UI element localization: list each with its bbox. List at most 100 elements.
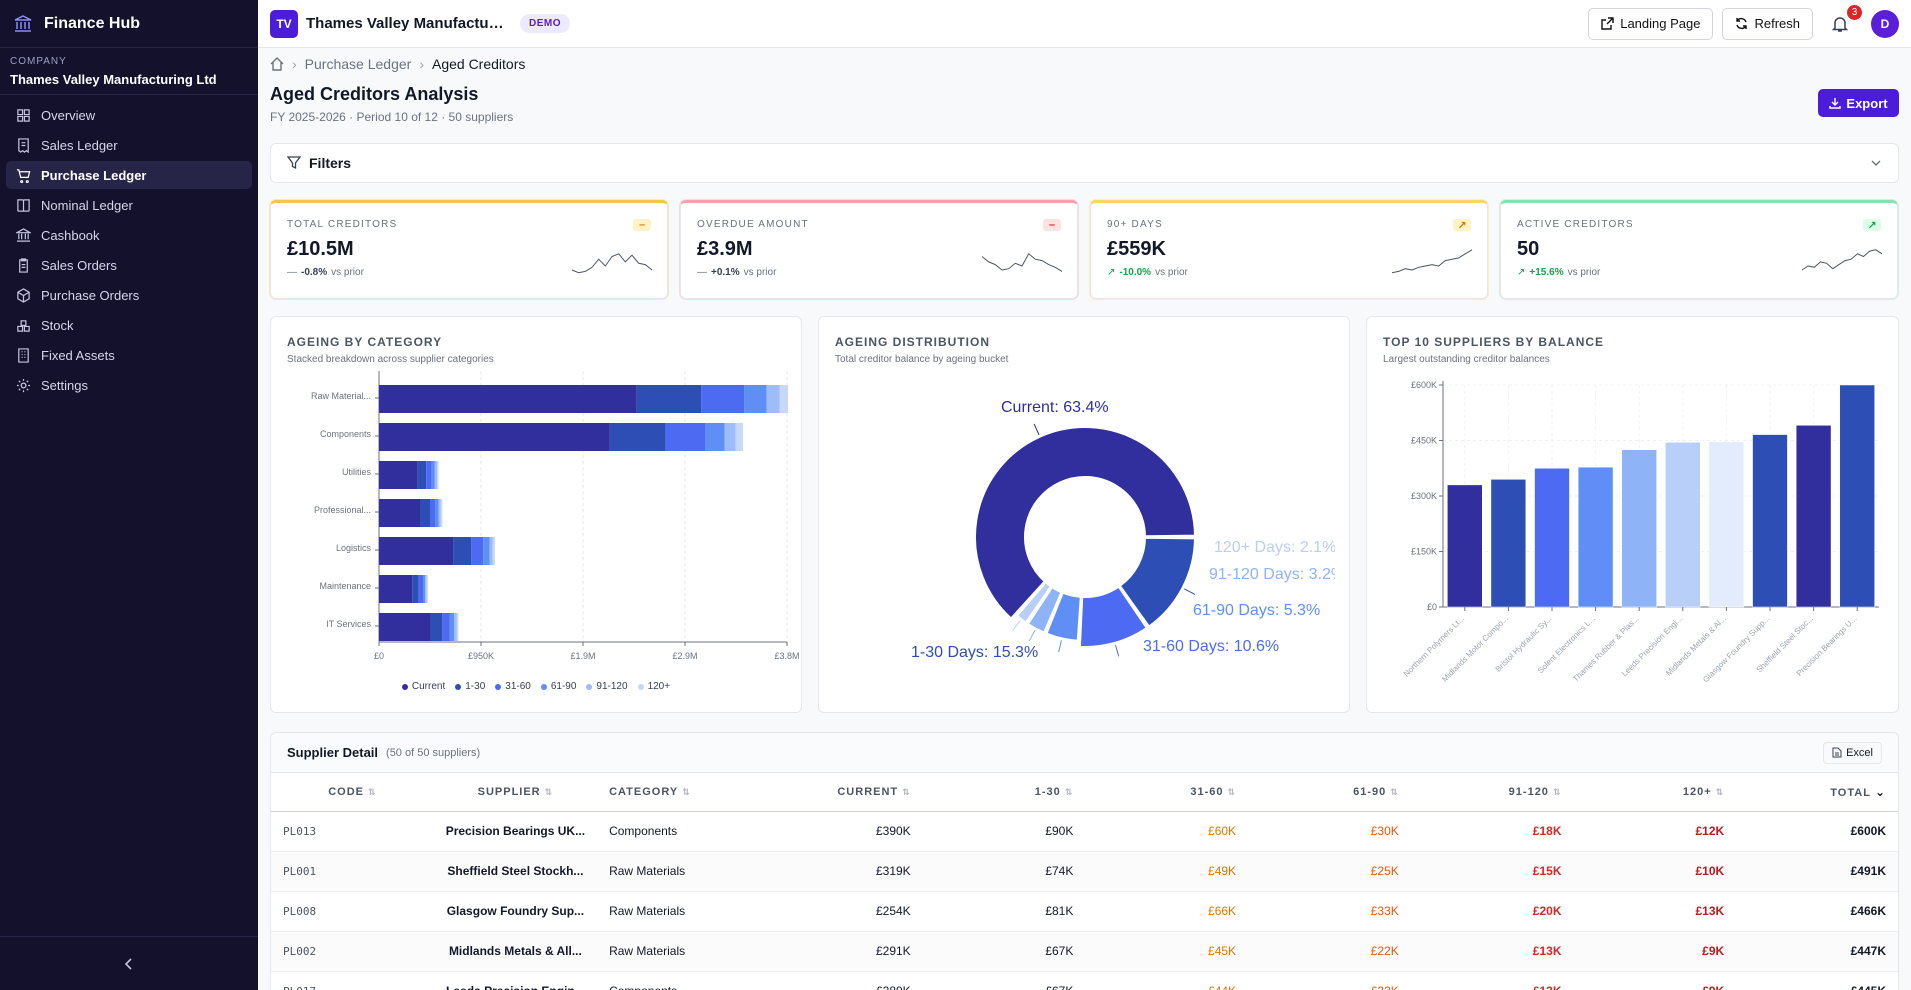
sidebar-item-overview[interactable]: Overview <box>6 101 252 129</box>
bar-segment[interactable] <box>426 575 428 603</box>
bar-segment[interactable] <box>609 423 666 451</box>
bar-segment[interactable] <box>744 385 767 413</box>
column-header-91-120[interactable]: 91-120 ⇅ <box>1410 773 1574 812</box>
bar-segment[interactable] <box>705 423 725 451</box>
table-row[interactable]: PL017Leeds Precision Engin...Components£… <box>271 971 1898 990</box>
notifications-button[interactable]: 3 <box>1831 4 1862 35</box>
bar[interactable] <box>1534 468 1570 608</box>
column-header-current[interactable]: CURRENT ⇅ <box>759 773 923 812</box>
bar-segment[interactable] <box>779 385 789 413</box>
bar[interactable] <box>1752 434 1788 608</box>
filters-panel-toggle[interactable]: Filters <box>270 143 1899 183</box>
brand[interactable]: Finance Hub <box>0 0 258 48</box>
column-header-total[interactable]: TOTAL ⌄ <box>1736 773 1898 812</box>
pie-slice[interactable] <box>974 426 1197 620</box>
bar-segment[interactable] <box>453 537 472 565</box>
bar-segment[interactable] <box>420 499 430 527</box>
sidebar-item-purchase-ledger[interactable]: Purchase Ledger <box>6 161 252 189</box>
bar-segment[interactable] <box>431 461 435 489</box>
bar-segment[interactable] <box>435 499 439 527</box>
bar-segment[interactable] <box>379 575 413 603</box>
bar-segment[interactable] <box>665 423 706 451</box>
bar-segment[interactable] <box>379 499 421 527</box>
breadcrumb-parent[interactable]: Purchase Ledger <box>304 56 412 72</box>
bar-segment[interactable] <box>449 613 455 641</box>
bar[interactable] <box>1621 449 1657 608</box>
table-row[interactable]: PL001 Sheffield Steel Stockh... Raw Materi… <box>271 851 1898 892</box>
pie-slice[interactable] <box>1118 536 1197 628</box>
sidebar-item-fixed-assets[interactable]: Fixed Assets <box>6 341 252 369</box>
bar-segment[interactable] <box>438 499 441 527</box>
sidebar-item-stock[interactable]: Stock <box>6 311 252 339</box>
landing-page-button[interactable]: Landing Page <box>1588 7 1714 40</box>
bar-segment[interactable] <box>440 499 443 527</box>
bar-segment[interactable] <box>436 461 439 489</box>
bar-segment[interactable] <box>417 461 427 489</box>
bar-segment[interactable] <box>412 575 419 603</box>
bar[interactable] <box>1447 484 1483 608</box>
column-header-1-30[interactable]: 1-30 ⇅ <box>922 773 1086 812</box>
bar-segment[interactable] <box>379 537 454 565</box>
bar-segment[interactable] <box>379 423 610 451</box>
bar-segment[interactable] <box>425 575 427 603</box>
bar-segment[interactable] <box>423 575 426 603</box>
legend-item[interactable]: Current <box>401 681 445 692</box>
sidebar-item-sales-ledger[interactable]: Sales Ledger <box>6 131 252 159</box>
export-button[interactable]: Export <box>1818 89 1899 117</box>
column-header-code[interactable]: CODE ⇅ <box>271 773 434 812</box>
bar[interactable] <box>1708 441 1745 608</box>
pie-slice[interactable] <box>1078 585 1149 648</box>
bar-segment[interactable] <box>701 385 745 413</box>
bar-segment[interactable] <box>492 537 495 565</box>
sidebar-item-settings[interactable]: Settings <box>6 371 252 399</box>
legend-item[interactable]: 61-90 <box>540 681 576 692</box>
bar-segment[interactable] <box>418 575 424 603</box>
table-row[interactable]: PL008 Glasgow Foundry Sup... Raw Materials… <box>271 891 1898 932</box>
sidebar-item-nominal-ledger[interactable]: Nominal Ledger <box>6 191 252 219</box>
sidebar-item-purchase-orders[interactable]: Purchase Orders <box>6 281 252 309</box>
collapse-sidebar-button[interactable] <box>0 936 258 990</box>
bar-segment[interactable] <box>735 423 743 451</box>
table-row[interactable]: PL002 Midlands Metals & All... Raw Materia… <box>271 931 1898 972</box>
bar[interactable] <box>1839 384 1875 608</box>
legend-item[interactable]: 31-60 <box>495 681 531 692</box>
sidebar-item-cashbook[interactable]: Cashbook <box>6 221 252 249</box>
column-header-category[interactable]: CATEGORY ⇅ <box>597 773 760 812</box>
bar-segment[interactable] <box>434 461 437 489</box>
bar-segment[interactable] <box>724 423 736 451</box>
column-header-120-[interactable]: 120+ ⇅ <box>1573 773 1737 812</box>
bar[interactable] <box>1577 466 1614 608</box>
excel-export-button[interactable]: Excel <box>1823 741 1882 764</box>
column-header-61-90[interactable]: 61-90 ⇅ <box>1248 773 1411 812</box>
legend-item[interactable]: 120+ <box>637 681 670 692</box>
bar-segment[interactable] <box>379 461 418 489</box>
home-icon[interactable] <box>270 57 284 71</box>
bar-segment[interactable] <box>426 461 432 489</box>
bar[interactable] <box>1665 442 1701 608</box>
pie-slice[interactable] <box>1015 580 1053 624</box>
legend-item[interactable]: 91-120 <box>586 681 628 692</box>
bar[interactable] <box>1490 479 1527 608</box>
refresh-button[interactable]: Refresh <box>1722 7 1813 40</box>
legend-item[interactable]: 1-30 <box>455 681 485 692</box>
bar[interactable] <box>1795 425 1832 608</box>
bar-segment[interactable] <box>766 385 780 413</box>
company-selector[interactable]: COMPANY Thames Valley Manufacturing Ltd <box>0 48 258 95</box>
bar-segment[interactable] <box>430 499 436 527</box>
column-header-31-60[interactable]: 31-60 ⇅ <box>1085 773 1249 812</box>
bar-segment[interactable] <box>489 537 493 565</box>
bar-segment[interactable] <box>442 613 450 641</box>
sidebar-item-sales-orders[interactable]: Sales Orders <box>6 251 252 279</box>
bar-segment[interactable] <box>379 613 431 641</box>
pie-slice[interactable] <box>1026 585 1063 634</box>
bar-segment[interactable] <box>471 537 484 565</box>
bar-segment[interactable] <box>379 385 637 413</box>
table-row[interactable]: PL013 Precision Bearings UK... Components £… <box>271 811 1898 852</box>
bar-segment[interactable] <box>636 385 702 413</box>
bar-segment[interactable] <box>483 537 490 565</box>
bar-segment[interactable] <box>456 613 459 641</box>
user-avatar[interactable]: D <box>1871 9 1899 38</box>
bar-segment[interactable] <box>430 613 443 641</box>
pie-slice[interactable] <box>1045 591 1082 642</box>
bar-segment[interactable] <box>454 613 457 641</box>
